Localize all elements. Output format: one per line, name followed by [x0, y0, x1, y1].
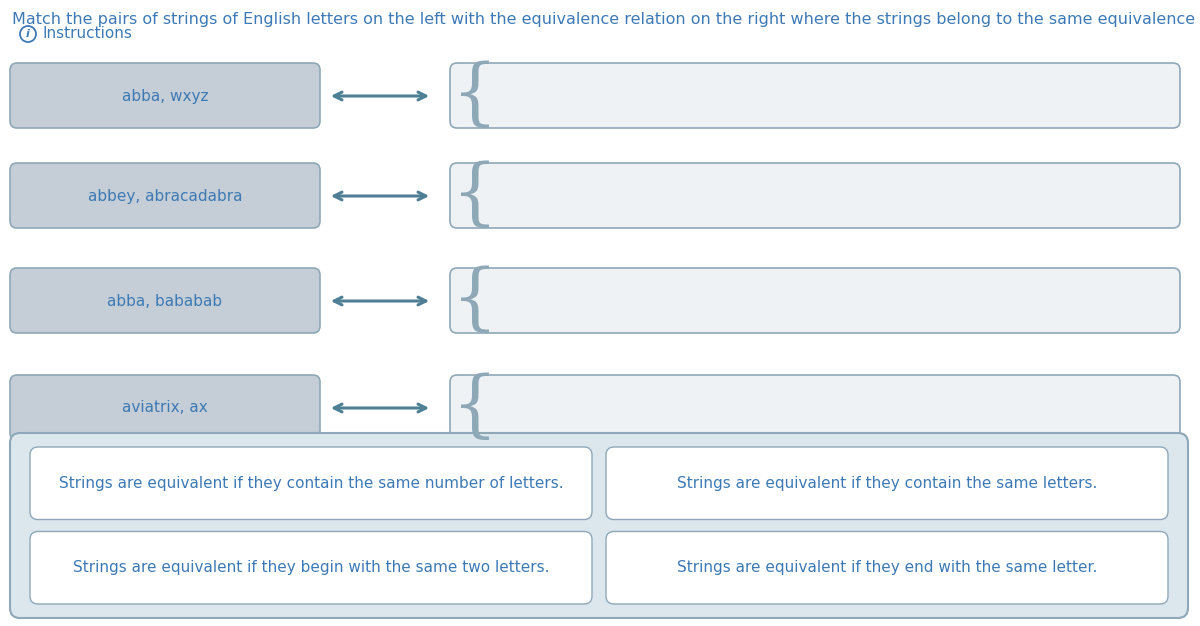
- FancyBboxPatch shape: [450, 375, 1180, 440]
- FancyBboxPatch shape: [10, 268, 320, 333]
- Text: Instructions: Instructions: [42, 26, 132, 41]
- FancyBboxPatch shape: [10, 375, 320, 440]
- FancyBboxPatch shape: [450, 268, 1180, 333]
- Text: {: {: [452, 61, 498, 131]
- Text: abba, wxyz: abba, wxyz: [121, 88, 209, 103]
- FancyBboxPatch shape: [30, 531, 592, 604]
- FancyBboxPatch shape: [10, 63, 320, 128]
- FancyBboxPatch shape: [450, 163, 1180, 228]
- FancyBboxPatch shape: [30, 447, 592, 520]
- Text: Strings are equivalent if they begin with the same two letters.: Strings are equivalent if they begin wit…: [73, 560, 550, 575]
- Text: aviatrix, ax: aviatrix, ax: [122, 401, 208, 416]
- FancyBboxPatch shape: [10, 163, 320, 228]
- Text: Strings are equivalent if they contain the same letters.: Strings are equivalent if they contain t…: [677, 476, 1097, 491]
- Text: Strings are equivalent if they contain the same number of letters.: Strings are equivalent if they contain t…: [59, 476, 563, 491]
- Text: {: {: [452, 372, 498, 443]
- FancyBboxPatch shape: [606, 447, 1168, 520]
- Text: abba, bababab: abba, bababab: [108, 294, 222, 309]
- Text: Match the pairs of strings of English letters on the left with the equivalence r: Match the pairs of strings of English le…: [12, 12, 1200, 27]
- Text: abbey, abracadabra: abbey, abracadabra: [88, 188, 242, 203]
- Text: {: {: [452, 161, 498, 231]
- Text: {: {: [452, 265, 498, 336]
- FancyBboxPatch shape: [606, 531, 1168, 604]
- FancyBboxPatch shape: [450, 63, 1180, 128]
- Text: Strings are equivalent if they end with the same letter.: Strings are equivalent if they end with …: [677, 560, 1097, 575]
- Text: i: i: [26, 29, 30, 39]
- FancyBboxPatch shape: [10, 433, 1188, 618]
